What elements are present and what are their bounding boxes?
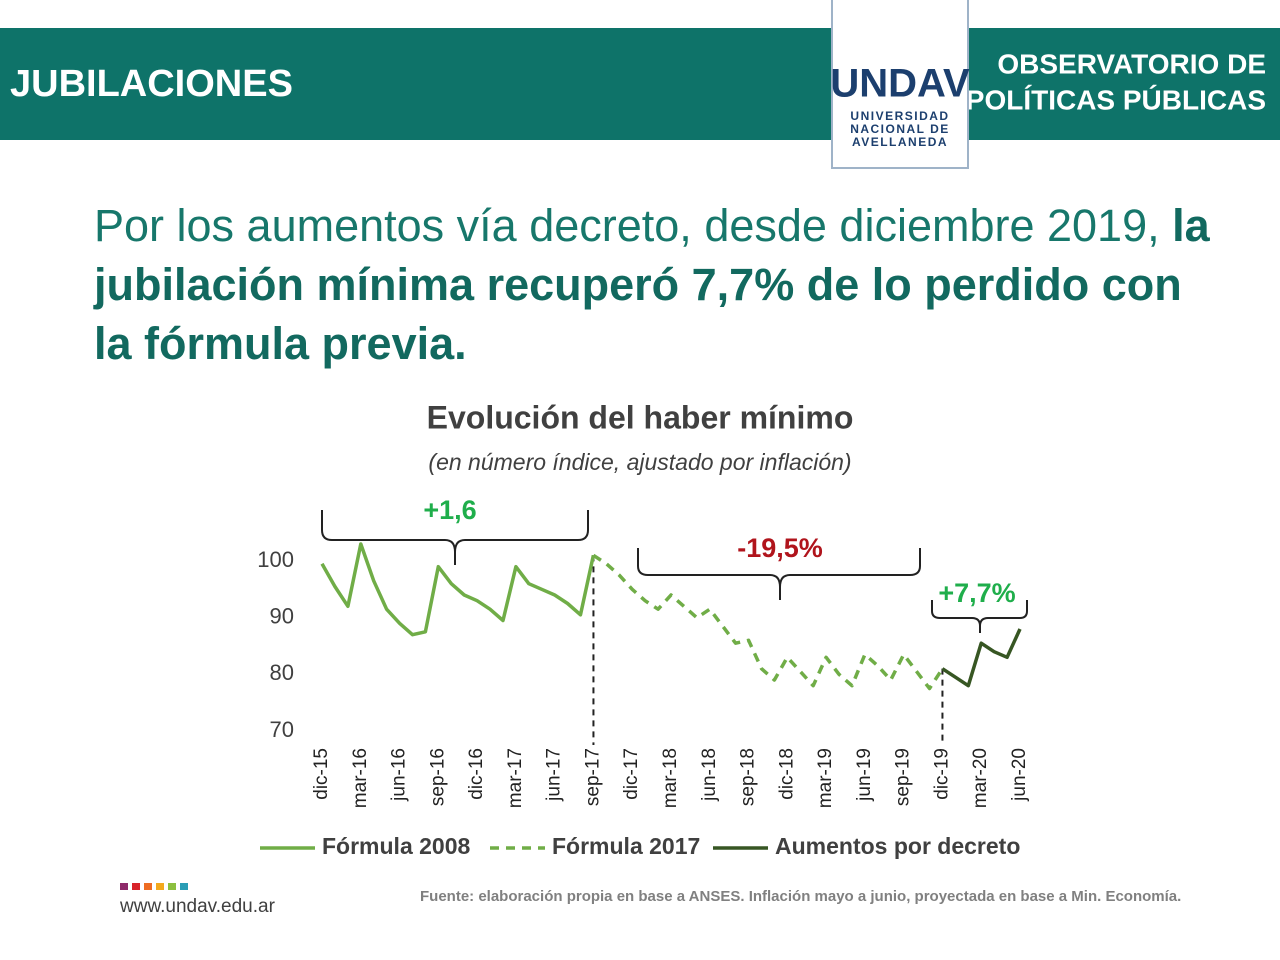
x-tick-label: dic-17 [621,748,642,800]
x-tick-label: sep-16 [427,748,448,806]
series-line [941,628,1022,688]
x-tick-label: mar-17 [505,748,526,808]
x-tick-label: jun-16 [389,748,410,802]
series-line [592,553,944,691]
y-tick-label: 70 [270,717,294,742]
x-tick-label: dic-16 [466,748,487,800]
x-tick-label: jun-18 [699,748,720,802]
footer-dots [120,883,188,890]
source: Fuente: elaboración propia en base a ANS… [420,888,1181,905]
university: UNIVERSIDAD [850,109,949,123]
observatory: POLÍTICAS PÚBLICAS [966,84,1266,115]
chart-subtitle: (en número índice, ajustado por inflació… [428,449,851,475]
x-tick-label: dic-18 [776,748,797,800]
bracket [637,548,921,600]
x-tick-label: dic-19 [931,748,952,800]
observatory: OBSERVATORIO DE [997,48,1266,79]
bracket [321,510,589,565]
x-tick-label: dic-15 [311,748,332,800]
y-tick-label: 100 [257,547,294,572]
x-tick-label: sep-19 [893,748,914,806]
legend-label: Aumentos por decreto [775,833,1020,859]
x-tick-label: mar-19 [815,748,836,808]
x-tick-label: jun-20 [1009,748,1030,802]
x-tick-label: sep-17 [582,748,603,806]
annotation: +7,7% [938,578,1015,608]
annotation: +1,6 [423,495,476,525]
headline-normal: Por los aumentos vía decreto, desde dici… [94,200,1173,251]
headline-bold: la jubilación mínima recuperó 7,7% de lo… [94,200,1210,369]
legend-label: Fórmula 2008 [322,833,470,859]
header-bar [0,28,1280,140]
series-line [320,542,596,637]
bracket [931,600,1028,633]
x-tick-label: sep-18 [738,748,759,806]
annotation: -19,5% [737,533,823,563]
university: NACIONAL DE [850,122,950,136]
x-tick-label: jun-19 [854,748,875,802]
x-tick-label: jun-17 [544,748,565,802]
y-tick-label: 90 [270,603,294,628]
chart-title: Evolución del haber mínimo [427,399,854,435]
x-tick-label: mar-20 [970,748,991,808]
x-tick-label: mar-18 [660,748,681,808]
headline: Por los aumentos vía decreto, desde dici… [94,196,1214,373]
legend-label: Fórmula 2017 [552,833,700,859]
logo-box [831,0,969,169]
footer-url: www.undav.edu.ar [119,896,276,917]
university: AVELLANEDA [852,135,948,149]
x-tick-label: mar-16 [350,748,371,808]
section-title: JUBILACIONES [10,63,293,105]
y-tick-label: 80 [270,660,294,685]
logo: UNDAV [830,62,970,106]
